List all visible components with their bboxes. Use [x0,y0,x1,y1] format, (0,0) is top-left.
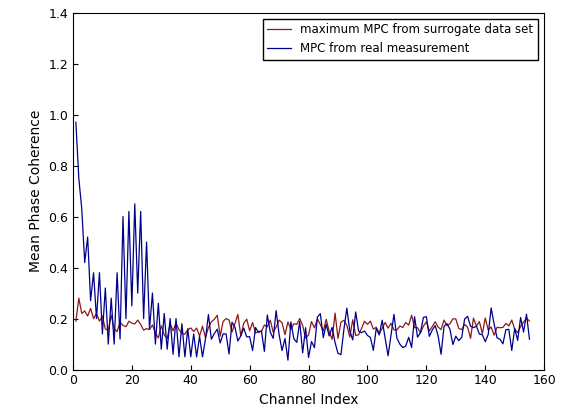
maximum MPC from surrogate data set [329,337,335,342]
maximum MPC from surrogate data set [393,328,400,333]
Y-axis label: Mean Phase Coherence: Mean Phase Coherence [29,110,43,272]
Legend: maximum MPC from surrogate data set, MPC from real measurement: maximum MPC from surrogate data set, MPC… [263,18,538,60]
maximum MPC from surrogate data set [72,319,79,324]
Line: maximum MPC from surrogate data set: maximum MPC from surrogate data set [76,298,530,339]
MPC from real measurement [284,358,291,363]
maximum MPC from surrogate data set [517,324,524,329]
maximum MPC from surrogate data set [482,315,489,320]
MPC from real measurement [72,120,79,125]
Line: MPC from real measurement: MPC from real measurement [76,122,530,360]
MPC from real measurement [390,312,397,317]
maximum MPC from surrogate data set [458,327,465,332]
MPC from real measurement [456,338,462,343]
X-axis label: Channel Index: Channel Index [259,393,358,407]
maximum MPC from surrogate data set [488,324,494,329]
MPC from real measurement [526,337,533,342]
maximum MPC from surrogate data set [526,318,533,323]
MPC from real measurement [293,340,300,345]
MPC from real measurement [485,332,491,337]
maximum MPC from surrogate data set [293,322,300,327]
maximum MPC from surrogate data set [75,296,82,301]
MPC from real measurement [479,332,486,337]
MPC from real measurement [514,338,521,343]
